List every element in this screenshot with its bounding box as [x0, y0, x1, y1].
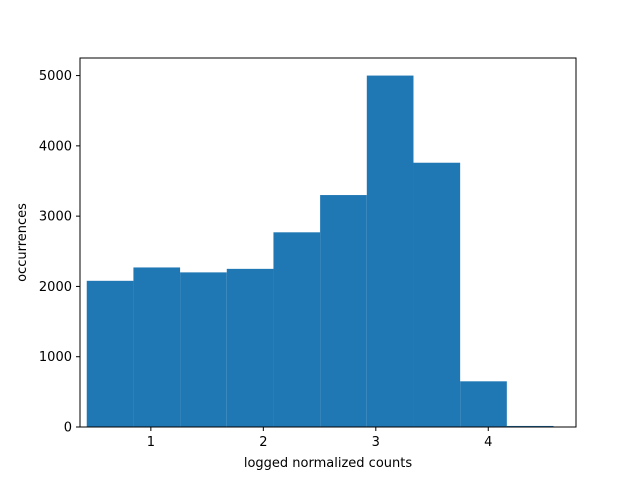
x-tick-label: 4 [484, 435, 492, 450]
histogram-bar [413, 162, 461, 427]
histogram-bar [460, 381, 507, 427]
histogram-bar [366, 75, 414, 428]
x-axis-label: logged normalized counts [244, 456, 412, 471]
histogram-bar [133, 267, 181, 427]
y-tick-label: 0 [64, 421, 72, 436]
histogram-bar [506, 425, 554, 427]
plot-area-frame [79, 57, 577, 428]
histogram-bar [226, 268, 274, 427]
y-tick-label: 4000 [39, 139, 72, 154]
x-tick-label: 2 [259, 435, 267, 450]
bars-group [86, 75, 554, 428]
y-tick-label: 2000 [39, 280, 72, 295]
histogram-bar [320, 195, 367, 427]
histogram-bar [86, 280, 134, 427]
y-axis-ticks: 0 1000 2000 3000 4000 5000 [39, 69, 80, 436]
x-axis-ticks: 1 2 3 4 [147, 427, 492, 450]
y-axis-label: occurrences [15, 203, 30, 282]
y-tick-label: 5000 [39, 69, 72, 84]
y-tick-label: 1000 [39, 350, 72, 365]
x-tick-label: 1 [147, 435, 155, 450]
y-tick-label: 3000 [39, 210, 72, 225]
histogram-bar [273, 232, 321, 427]
histogram-bar [180, 272, 227, 427]
x-tick-label: 3 [372, 435, 380, 450]
